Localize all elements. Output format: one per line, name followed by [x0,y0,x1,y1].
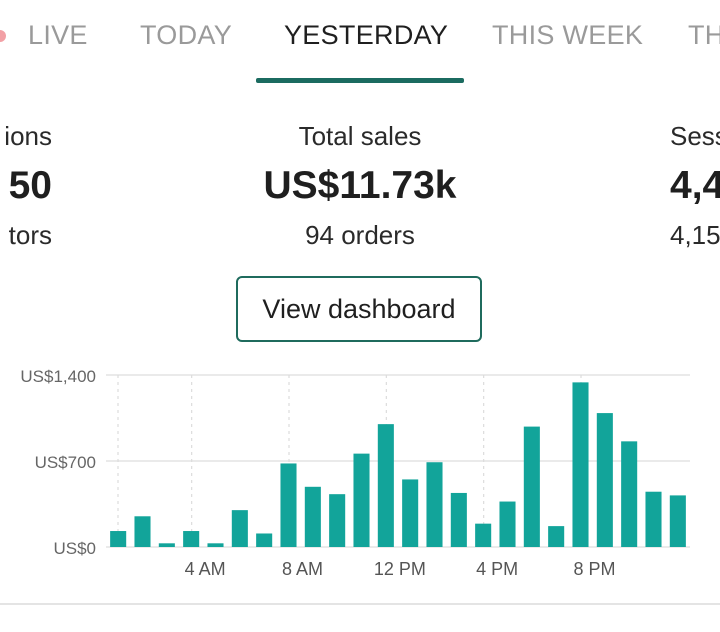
active-tab-indicator [256,78,464,83]
chart-bar [621,441,638,547]
chart-bar [183,531,200,547]
chart-bar [523,426,540,547]
chart-bar [499,501,516,547]
chart-bar [596,413,613,547]
metric-value: US$11.73k [263,164,457,207]
time-range-tabs: LIVE TODAY YESTERDAY THIS WEEK TH [0,0,720,84]
live-indicator-icon [0,30,6,42]
metric-value: 4,4 [670,164,720,207]
metric-card-total-sales[interactable]: Total sales US$11.73k 94 orders [210,118,510,252]
metric-sub: tors [8,220,52,250]
divider [0,603,720,605]
x-tick-label: 4 PM [476,559,518,579]
chart-bar [158,543,175,547]
chart-bar [450,492,467,547]
chart-bar [329,494,346,547]
tab-this-week[interactable]: THIS WEEK [492,20,644,50]
chart-bar [426,462,443,547]
chart-bar [134,516,151,547]
y-tick-label: US$1,400 [20,367,96,386]
chart-bar [572,382,589,547]
chart-bar [256,533,273,547]
chart-bar [280,463,297,547]
hourly-sales-chart: US$1,400 US$700 US$0 4 AM 8 AM 12 PM 4 PM 8 PM [20,367,690,579]
metric-label: ions [4,121,52,151]
metric-sub: 94 orders [305,220,415,250]
view-dashboard-button[interactable]: View dashboard [236,276,482,342]
chart-bar [669,495,686,547]
x-tick-label: 4 AM [185,559,226,579]
metric-label: Sess [670,121,720,151]
chart-bar [402,479,419,547]
tab-live[interactable]: LIVE [28,20,88,50]
chart-bar [231,510,248,547]
chart-bar [353,453,370,547]
x-tick-label: 12 PM [374,559,426,579]
metric-card-sessions[interactable]: Sess 4,4 4,15 [670,118,720,252]
x-tick-label: 8 AM [282,559,323,579]
metric-label: Total sales [298,121,422,151]
chart-bar [207,543,224,547]
x-tick-label: 8 PM [573,559,615,579]
y-tick-label: US$700 [35,453,96,472]
metric-value: 50 [8,164,52,207]
y-tick-label: US$0 [53,539,96,558]
chart-bar [548,526,565,547]
chart-bar [304,486,321,547]
tab-this-month[interactable]: TH [688,20,720,50]
tab-yesterday[interactable]: YESTERDAY [284,20,449,50]
chart-bar [645,491,662,547]
chart-bar [475,523,492,547]
metric-sub: 4,15 [670,220,720,250]
chart-bar [377,424,394,547]
tab-today[interactable]: TODAY [140,20,233,50]
chart-bar [110,531,127,547]
